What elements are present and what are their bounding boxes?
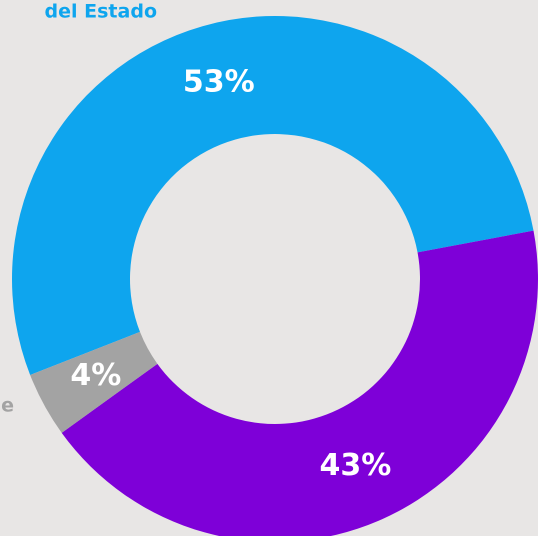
category-label: e xyxy=(1,395,14,417)
donut-slice xyxy=(61,230,538,536)
value-label: 4% xyxy=(70,358,121,393)
value-label: 53% xyxy=(183,64,255,99)
value-label: 43% xyxy=(319,448,391,483)
category-label: del Estado xyxy=(45,1,157,23)
donut-slice xyxy=(30,331,158,433)
donut-slice xyxy=(12,16,534,375)
